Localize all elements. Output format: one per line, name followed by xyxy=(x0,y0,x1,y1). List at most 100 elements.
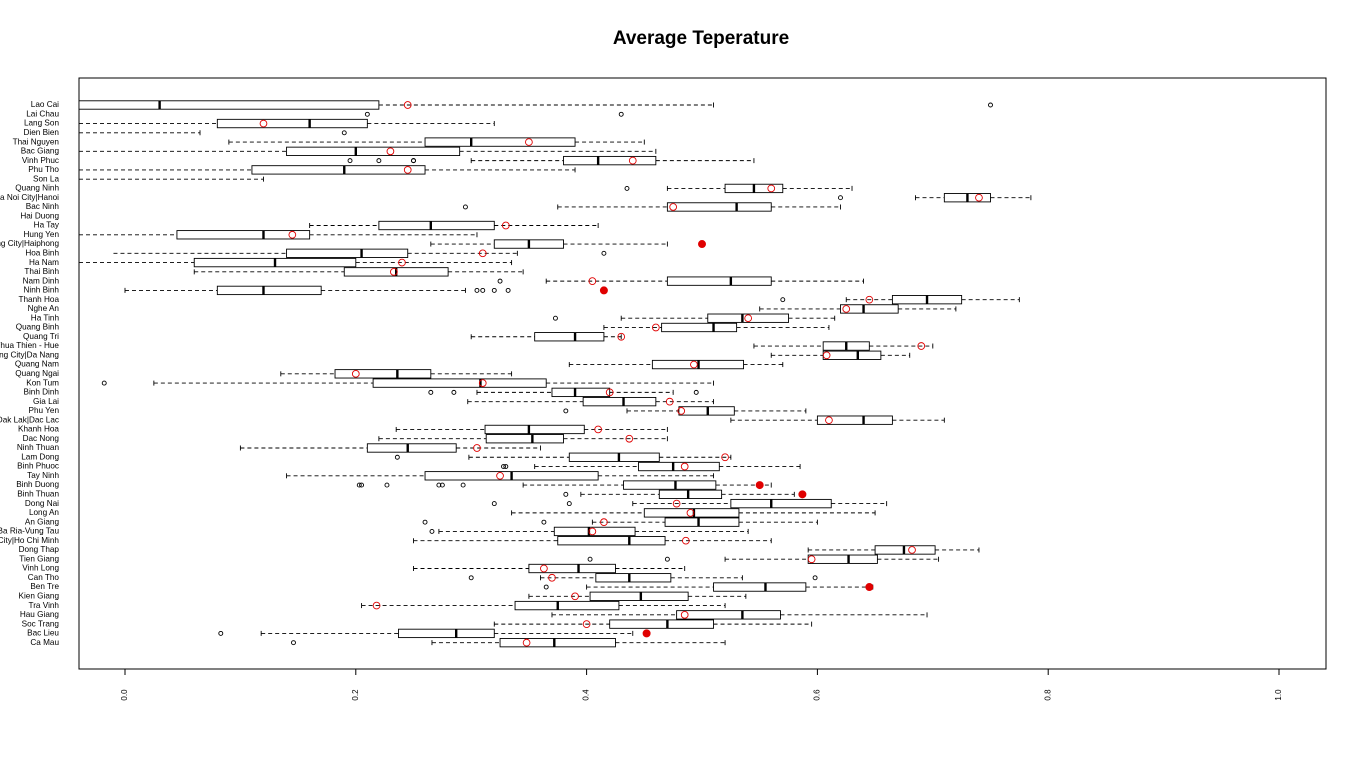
category-label: Dong Thap xyxy=(19,545,60,554)
outlier-point xyxy=(474,287,480,293)
box xyxy=(251,165,426,175)
box-series xyxy=(291,638,726,648)
mean-point xyxy=(600,518,608,527)
mean-point xyxy=(386,147,395,156)
x-axis: 0.0 0.2 0.4 0.6 0.8 1.0 xyxy=(120,669,1283,701)
outlier-point xyxy=(563,491,569,497)
mean-point xyxy=(372,601,381,610)
box xyxy=(840,304,899,314)
category-label: Dong Nai xyxy=(25,499,59,508)
category-label: Lao Cai xyxy=(31,100,59,109)
box-series xyxy=(807,545,980,555)
box xyxy=(595,573,672,583)
box-series xyxy=(364,111,624,117)
outlier-point xyxy=(364,111,370,117)
mean-point xyxy=(571,592,579,601)
box xyxy=(372,378,547,388)
box xyxy=(334,369,432,379)
box-series xyxy=(780,295,1020,305)
mean-point xyxy=(755,481,764,490)
box-series xyxy=(79,176,264,182)
box-series xyxy=(79,130,347,136)
outlier-point xyxy=(411,158,416,164)
box-series xyxy=(759,304,957,314)
category-label: Binh Phuoc xyxy=(17,462,59,471)
mean-point xyxy=(698,240,707,249)
category-label: Ba Ria-Vung Tau xyxy=(0,527,59,536)
mean-point xyxy=(822,351,831,360)
box-series xyxy=(603,322,830,333)
category-label: Hoa Binh xyxy=(25,248,59,257)
box xyxy=(528,563,616,574)
x-tick-label: 1.0 xyxy=(1274,689,1283,701)
mean-point xyxy=(525,138,533,146)
box xyxy=(676,610,781,620)
mean-point xyxy=(473,444,481,452)
category-label: Tien Giang xyxy=(19,554,59,563)
outlier-point xyxy=(664,556,670,562)
category-label: Phu Yen xyxy=(28,406,59,415)
box-series xyxy=(462,202,841,212)
category-label: Dac Nong xyxy=(23,434,60,443)
box xyxy=(485,434,564,444)
mean-point xyxy=(403,166,412,174)
category-label: Quang Ngai xyxy=(15,369,59,378)
box-series xyxy=(430,239,707,249)
category-label: Ninh Binh xyxy=(23,286,59,295)
category-label: Quang Binh xyxy=(16,323,60,332)
plot-frame xyxy=(78,77,1327,670)
outlier-point xyxy=(394,454,400,460)
box xyxy=(378,220,495,231)
outlier-point xyxy=(497,278,503,284)
box-series xyxy=(286,471,714,481)
box xyxy=(568,452,660,462)
box-series xyxy=(551,610,928,620)
category-label: Ho Chi Minh City|Ho Chi Minh xyxy=(0,536,59,545)
category-label: Quang Ninh xyxy=(15,184,59,193)
box xyxy=(666,276,772,286)
mean-point xyxy=(288,230,297,239)
box xyxy=(286,248,409,258)
category-label: Hung Yen xyxy=(23,230,59,239)
box-series xyxy=(79,146,657,156)
box xyxy=(707,313,790,323)
box-series xyxy=(552,313,836,323)
box xyxy=(78,100,380,110)
category-label: Vinh Phuc xyxy=(22,156,59,165)
mean-point xyxy=(842,305,851,313)
box-series xyxy=(838,193,1032,203)
outlier-point xyxy=(451,389,457,395)
mean-point xyxy=(767,184,776,193)
outlier-point xyxy=(428,389,434,395)
category-label: Dak Lak|Dac Lac xyxy=(0,415,59,424)
box-series xyxy=(543,582,874,592)
mean-point xyxy=(588,527,597,536)
outlier-point xyxy=(341,130,347,136)
mean-point xyxy=(628,156,637,165)
box xyxy=(658,489,723,499)
mean-point xyxy=(501,221,510,230)
box-series xyxy=(347,155,755,166)
outlier-point xyxy=(624,185,630,191)
mean-point xyxy=(686,509,695,517)
box-series xyxy=(468,573,818,583)
outlier-point xyxy=(347,158,353,164)
x-tick-label: 0.8 xyxy=(1043,689,1052,701)
x-tick-label: 0.0 xyxy=(120,689,129,701)
category-label: Bac Lieu xyxy=(27,629,59,638)
outlier-point xyxy=(505,287,511,293)
category-label: Thai Nguyen xyxy=(13,137,60,146)
category-label: Binh Thuan xyxy=(17,490,59,499)
box xyxy=(514,600,620,611)
mean-point xyxy=(588,277,597,285)
mean-point xyxy=(690,360,698,369)
mean-point xyxy=(351,369,360,378)
mean-point xyxy=(478,379,487,387)
box xyxy=(534,332,605,342)
category-label: Nghe An xyxy=(28,304,60,313)
box-series xyxy=(239,443,541,453)
box-series xyxy=(78,100,993,110)
mean-point xyxy=(721,453,729,462)
mean-point xyxy=(908,546,916,554)
